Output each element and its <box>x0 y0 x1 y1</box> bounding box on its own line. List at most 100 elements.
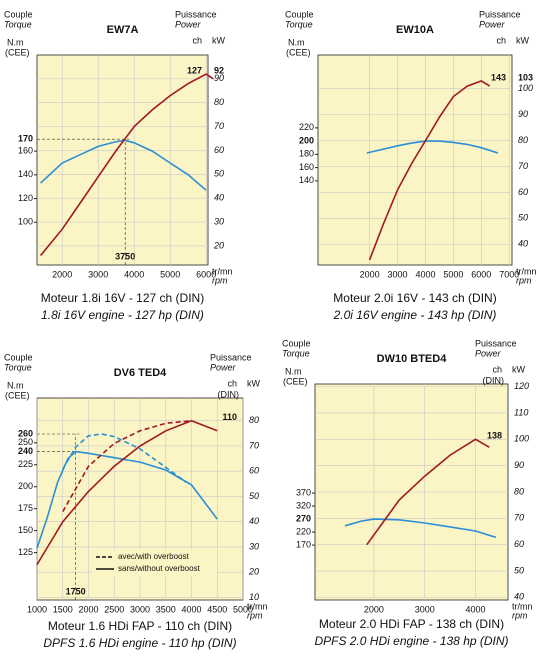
series-line <box>62 419 192 512</box>
power-unit-ch-std: (DIN) <box>218 389 240 399</box>
series-line <box>36 450 218 549</box>
torque-unit-std: (CEE) <box>283 376 308 386</box>
x-tick-label: 4500 <box>207 604 227 614</box>
y2-tick-label: 90 <box>514 460 524 470</box>
power-label-en: Power <box>175 19 202 29</box>
x-unit: tr/mn <box>512 601 533 611</box>
y-tick-label: 250 <box>18 437 33 447</box>
caption: Moteur 1.6 HDi FAP - 110 ch (DIN) <box>48 619 232 633</box>
x-tick-label: 1500 <box>53 604 73 614</box>
power-label-en: Power <box>479 19 506 29</box>
x-tick-label: 3000 <box>130 604 150 614</box>
power-unit-ch: ch <box>492 364 502 374</box>
torque-label: Couple <box>282 338 311 348</box>
power-label-en: Power <box>210 362 237 372</box>
x-unit: tr/mn <box>516 266 537 276</box>
x-tick-label: 3000 <box>388 269 408 279</box>
x-tick-label: 2000 <box>360 269 380 279</box>
y-tick-label: 370 <box>296 487 311 497</box>
torque-unit-std: (CEE) <box>5 390 30 400</box>
y2-tick-label: 20 <box>248 567 259 577</box>
power-label-en: Power <box>475 348 502 358</box>
y2-tick-label: 40 <box>514 592 524 602</box>
peak-ch-label: 110 <box>222 412 237 422</box>
y-tick-label: 225 <box>18 459 33 469</box>
caption: Moteur 2.0 HDi FAP - 138 ch (DIN) <box>319 617 504 631</box>
series-line <box>36 419 218 566</box>
x-tick-label: 7000 <box>499 269 519 279</box>
y2-tick-label: 60 <box>518 187 528 197</box>
legend-label: avec/with overboost <box>118 552 189 561</box>
y-tick-label: 150 <box>18 525 33 535</box>
y-tick-label: 160 <box>299 162 314 172</box>
series-line <box>368 80 491 261</box>
y-marker-label: 200 <box>299 135 314 145</box>
torque-unit: N.m <box>285 366 302 376</box>
x-marker-label: 3750 <box>115 251 135 261</box>
power-unit-ch: ch <box>496 35 506 45</box>
power-unit-kw: kW <box>516 35 530 45</box>
x-tick-label: 2000 <box>52 269 72 279</box>
series-line <box>366 140 499 154</box>
y2-tick-label: 50 <box>214 169 224 179</box>
chart-title: EW7A <box>107 24 139 36</box>
y-tick-label: 125 <box>18 547 33 557</box>
power-unit-ch: ch <box>192 35 202 45</box>
torque-label: Couple <box>285 9 314 19</box>
peak-kw-label: 92 <box>214 65 224 75</box>
chart-title: EW10A <box>396 24 434 36</box>
x-tick-label: 4000 <box>181 604 201 614</box>
torque-label-en: Torque <box>282 348 310 358</box>
peak-ch-label: 143 <box>491 72 506 82</box>
x-unit-en: rpm <box>212 275 228 285</box>
legend-box <box>92 550 217 576</box>
y2-tick-label: 30 <box>214 216 224 226</box>
x-tick-label: 2000 <box>78 604 98 614</box>
peak-kw-label: 103 <box>518 72 533 82</box>
y2-tick-label: 60 <box>249 466 259 476</box>
torque-label: Couple <box>4 9 33 19</box>
torque-unit-std: (CEE) <box>5 47 30 57</box>
x-tick-label: 4000 <box>124 269 144 279</box>
y2-tick-label: 80 <box>214 97 224 107</box>
y-tick-label: 200 <box>18 481 33 491</box>
y2-tick-label: 100 <box>514 434 529 444</box>
y2-tick-label: 50 <box>518 213 528 223</box>
peak-ch-label: 138 <box>487 431 502 441</box>
x-tick-label: 2000 <box>364 604 384 614</box>
power-label: Puissance <box>210 352 252 362</box>
plot-area <box>36 54 209 266</box>
y-tick-label: 100 <box>18 217 33 227</box>
x-tick-label: 3500 <box>156 604 176 614</box>
torque-unit: N.m <box>288 37 305 47</box>
y2-tick-label: 110 <box>514 407 528 417</box>
y2-tick-label: 40 <box>518 239 528 249</box>
power-unit-kw: kW <box>212 35 226 45</box>
y2-tick-label: 40 <box>214 193 224 203</box>
y2-tick-label: 50 <box>514 565 524 575</box>
power-unit-kw: kW <box>512 364 526 374</box>
y2-tick-label: 90 <box>214 73 224 83</box>
y-marker-label: 270 <box>296 513 311 523</box>
caption-en: 2.0i 16V engine - 143 hp (DIN) <box>333 308 497 322</box>
x-unit: tr/mn <box>212 266 233 276</box>
y2-tick-label: 100 <box>518 83 533 93</box>
y2-tick-label: 80 <box>514 486 524 496</box>
x-unit-en: rpm <box>247 610 263 620</box>
plot-area <box>317 54 513 266</box>
x-unit: tr/mn <box>247 601 268 611</box>
y2-tick-label: 60 <box>214 145 224 155</box>
x-tick-label: 5000 <box>443 269 463 279</box>
x-tick-label: 2500 <box>104 604 124 614</box>
power-unit-ch-std: (DIN) <box>483 375 505 385</box>
chart-title: DW10 BTED4 <box>377 353 448 365</box>
series-line <box>39 73 214 257</box>
torque-unit: N.m <box>7 37 24 47</box>
y2-tick-label: 70 <box>514 513 524 523</box>
x-unit-en: rpm <box>512 610 528 620</box>
caption-en: DPFS 1.6 HDi engine - 110 hp (DIN) <box>43 636 236 650</box>
x-tick-label: 3000 <box>415 604 435 614</box>
y-marker-label: 240 <box>18 446 33 456</box>
series-line <box>344 518 497 539</box>
